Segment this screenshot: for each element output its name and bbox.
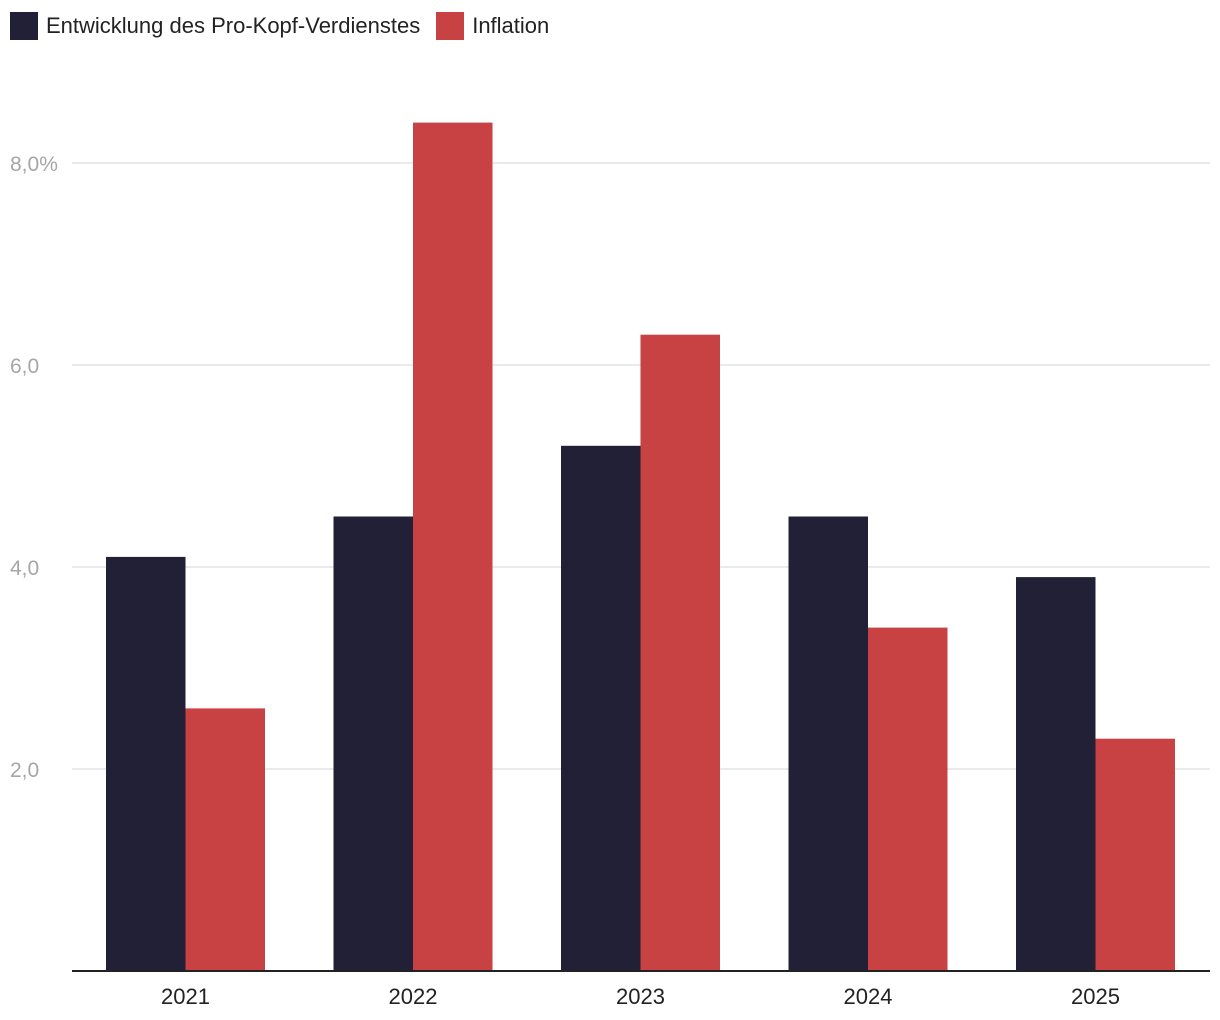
x-tick-label: 2021 [161, 984, 210, 1009]
bar-verdienst-2023 [561, 445, 641, 971]
bar-inflation-2021 [185, 708, 265, 971]
bar-inflation-2023 [640, 334, 720, 971]
bar-inflation-2022 [413, 122, 493, 972]
x-tick-label: 2022 [389, 984, 438, 1009]
bar-verdienst-2021 [106, 556, 186, 971]
x-tick-label: 2025 [1071, 984, 1120, 1009]
y-tick-label: 6,0 [10, 355, 39, 378]
legend-swatch-inflation [436, 12, 465, 40]
x-tick-label: 2024 [844, 984, 893, 1009]
y-tick-label: 4,0 [10, 557, 39, 580]
bar-verdienst-2022 [333, 516, 413, 971]
x-tick-label: 2023 [616, 984, 665, 1009]
legend-swatch-verdienst [10, 12, 38, 40]
legend-item-inflation: Inflation [436, 12, 549, 40]
bar-inflation-2024 [868, 627, 948, 971]
chart-legend: Entwicklung des Pro-Kopf-Verdienstes Inf… [10, 10, 565, 42]
y-tick-label: 8,0% [10, 153, 58, 176]
y-tick-label: 2,0 [10, 759, 39, 782]
bar-verdienst-2025 [1016, 577, 1096, 971]
legend-label-verdienst: Entwicklung des Pro-Kopf-Verdienstes [46, 13, 421, 38]
bar-verdienst-2024 [788, 516, 868, 971]
legend-label-inflation: Inflation [472, 13, 550, 38]
bar-inflation-2025 [1095, 738, 1175, 971]
legend-item-verdienst: Entwicklung des Pro-Kopf-Verdienstes [10, 12, 420, 40]
